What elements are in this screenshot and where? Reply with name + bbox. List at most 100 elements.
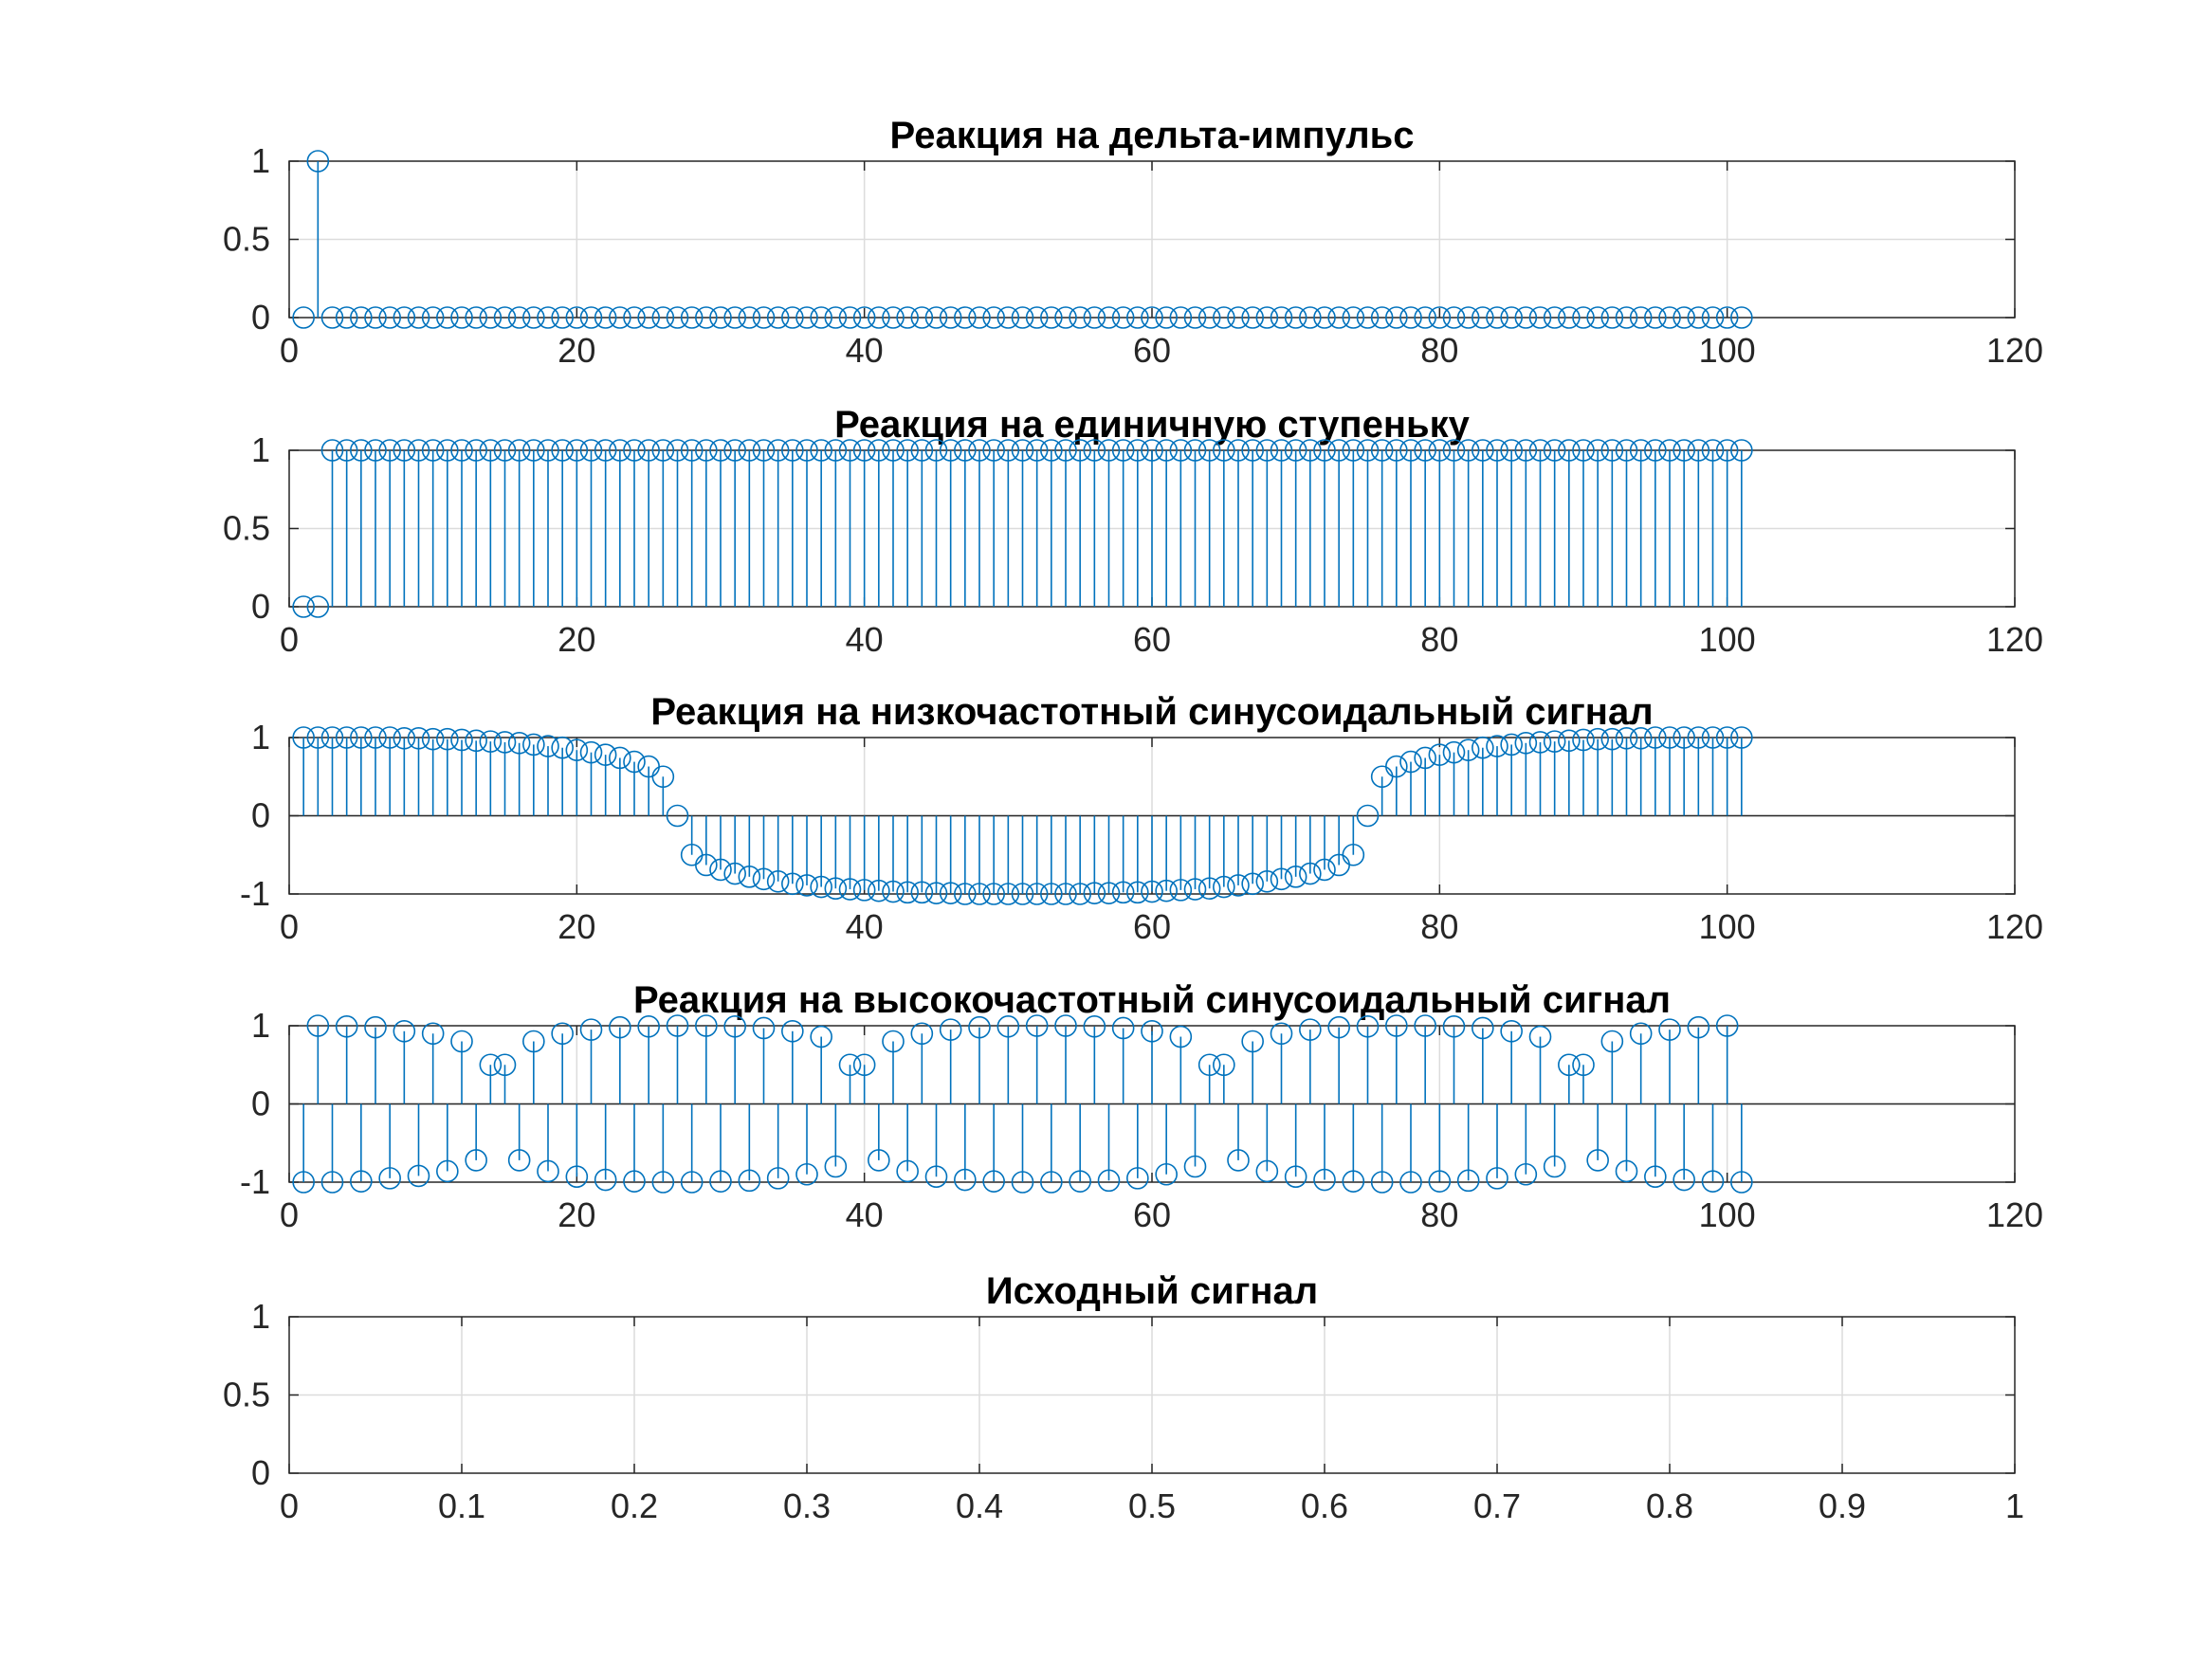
y-tick-label: 1 [251,430,270,469]
stem-marker [579,439,603,462]
stem-marker [939,306,962,329]
stem-marker [436,1159,459,1183]
stem-marker [868,306,890,329]
x-tick-label: 20 [558,331,595,370]
stem-marker [1543,1155,1566,1178]
stem-marker [623,306,646,329]
stem-marker [1299,862,1322,885]
stem-marker [1025,883,1049,905]
stem-marker [1083,306,1106,329]
stem-marker [1040,306,1063,329]
stem-series [292,1014,1753,1194]
stem-marker [1486,439,1508,462]
stem-marker [824,306,848,329]
stem-marker [1600,306,1624,329]
stem-marker [954,306,977,329]
stem-marker [1141,880,1163,903]
y-tick-label: 0.5 [223,220,270,259]
stem-marker [551,1022,574,1046]
stem-marker [824,877,848,901]
stem-marker [565,306,589,329]
stem-marker [1370,439,1394,462]
stem-marker [882,880,905,903]
stem-marker [1385,306,1408,329]
stem-marker [1629,1022,1653,1046]
stem-marker [1701,726,1725,749]
stem-marker [320,1171,344,1194]
stem-marker [1011,883,1034,905]
stem-marker [407,306,430,329]
stem-marker [1385,755,1408,778]
stem-marker [1701,306,1725,329]
stem-marker [1255,439,1279,462]
stem-marker [868,1149,890,1172]
stem-marker [637,306,660,329]
x-tick-label: 0.9 [1819,1486,1866,1525]
stem-marker [507,306,531,329]
stem-marker [852,439,876,462]
stem-marker [1299,306,1322,329]
stem-marker [1629,439,1653,462]
y-tick-label: 1 [251,1297,270,1336]
stem-marker [1197,877,1221,901]
stem-marker [1644,726,1667,749]
stem-marker [1054,306,1077,329]
stem-marker [421,727,445,751]
stem-marker [450,306,473,329]
subplot-title: Реакция на высокочастотный синусоидальны… [633,979,1671,1021]
stem-marker [1241,439,1264,462]
stem-marker [364,726,387,749]
stem-marker [1011,1171,1034,1194]
stem-marker [852,306,876,329]
stem-marker [522,1030,545,1053]
stem-marker [680,439,704,462]
stem-marker [1069,439,1091,462]
stem-marker [824,1155,848,1178]
stem-marker [1097,882,1121,904]
x-tick-label: 100 [1699,331,1756,370]
stem-marker [421,439,445,462]
x-tick-label: 0.2 [611,1486,658,1525]
stem-marker [795,439,818,462]
stem-marker [493,306,517,329]
x-tick-label: 40 [846,907,884,946]
stem-marker [594,1168,617,1192]
stem-marker [1615,439,1638,462]
stem-marker [1500,306,1523,329]
stem-marker [882,306,905,329]
stem-marker [1442,439,1466,462]
stem-marker [421,306,445,329]
x-tick-label: 60 [1133,331,1171,370]
stem-marker [651,765,675,789]
stem-marker [709,306,732,329]
stem-marker [996,883,1020,905]
stem-marker [479,1053,503,1077]
y-tick-label: 0 [251,1453,270,1492]
stem-marker [1414,1014,1436,1037]
stem-marker [1097,306,1121,329]
stem-marker [537,306,559,329]
stem-marker [335,1015,358,1038]
stem-marker [1730,439,1753,462]
stem-marker [1284,866,1307,888]
stem-marker [709,439,732,462]
x-tick-label: 0.7 [1473,1486,1521,1525]
stem-marker [868,879,890,902]
stem-marker [1183,306,1207,329]
stem-marker [1342,439,1365,462]
stem-marker [1486,306,1508,329]
stem-marker [1701,1170,1725,1193]
stem-marker [1270,439,1293,462]
stem-marker [795,1162,818,1186]
stem-marker [968,883,991,905]
stem-marker [1284,1165,1307,1189]
stem-marker [1227,439,1250,462]
stem-marker [623,1170,646,1193]
stem-marker [292,1171,315,1194]
y-tick-label: 0 [251,587,270,626]
stem-marker [1428,439,1452,462]
stem-marker [1255,306,1279,329]
stem-marker [781,439,804,462]
